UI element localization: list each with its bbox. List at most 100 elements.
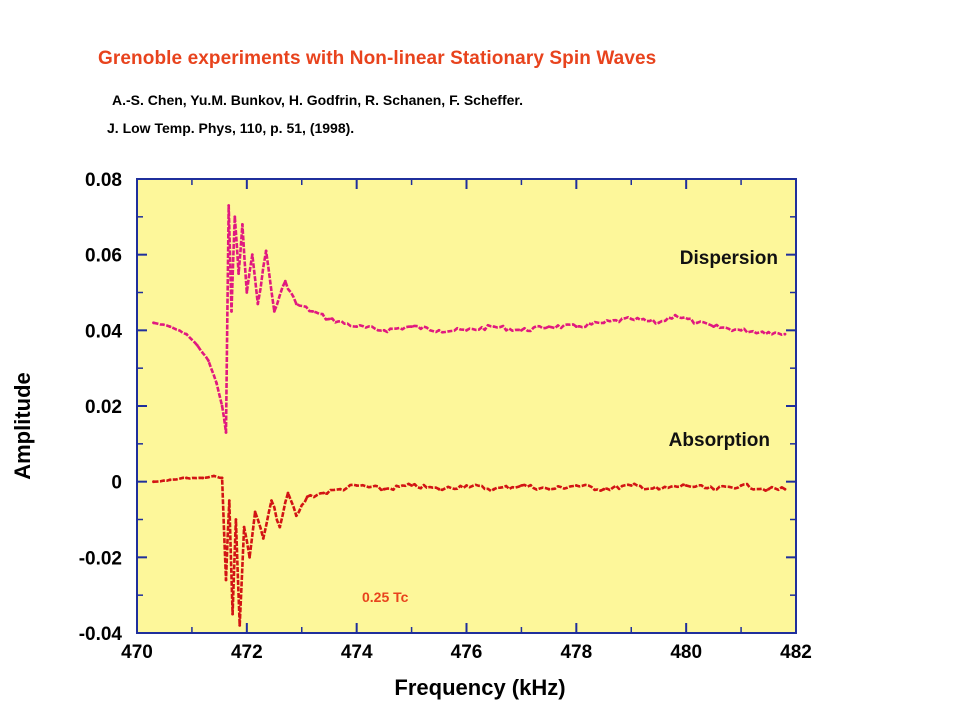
data-point — [272, 310, 276, 313]
data-point — [410, 325, 413, 328]
y-tick-label: 0.04 — [85, 321, 122, 342]
data-point — [327, 317, 331, 321]
data-point — [657, 321, 661, 325]
data-point — [234, 518, 238, 521]
data-point — [492, 325, 496, 328]
data-point — [355, 484, 359, 487]
y-axis-title: Amplitude — [10, 372, 35, 480]
data-point — [237, 272, 241, 275]
series-label: Absorption — [669, 430, 770, 451]
data-point — [215, 381, 219, 385]
data-point — [338, 487, 342, 491]
data-point — [224, 578, 228, 582]
data-point — [233, 215, 237, 219]
slide-title: Grenoble experiments with Non-linear Sta… — [98, 48, 657, 69]
x-tick-label: 480 — [670, 642, 702, 663]
data-point — [261, 537, 265, 540]
data-point — [256, 302, 260, 306]
data-point — [201, 476, 205, 480]
data-point — [196, 344, 199, 347]
data-point — [547, 325, 551, 328]
data-point — [355, 325, 359, 328]
data-point — [168, 478, 172, 482]
data-point — [629, 317, 633, 321]
y-tick-label: -0.04 — [79, 624, 123, 645]
series-dispersion — [152, 204, 787, 434]
data-point — [227, 204, 231, 207]
tick-layer — [136, 178, 797, 634]
plot-area — [136, 178, 797, 634]
data-point — [520, 484, 523, 487]
series-absorption — [152, 474, 787, 627]
data-point — [767, 330, 770, 334]
data-point — [712, 325, 715, 328]
data-point — [294, 302, 298, 306]
data-point — [230, 310, 233, 313]
data-point — [248, 555, 252, 559]
data-point — [207, 359, 210, 362]
x-tick-label: 470 — [121, 642, 153, 663]
data-point — [231, 612, 235, 616]
data-point — [574, 325, 578, 328]
data-point — [294, 514, 298, 518]
series-line — [153, 474, 786, 627]
x-tick-label: 478 — [560, 642, 592, 663]
data-point — [305, 495, 309, 499]
data-point — [783, 332, 787, 336]
data-point — [152, 480, 155, 484]
y-tick-label: 0 — [111, 473, 122, 494]
x-tick-label: 474 — [341, 642, 373, 663]
data-point — [270, 499, 273, 502]
data-point — [286, 491, 290, 495]
data-point — [245, 291, 249, 294]
data-point — [783, 487, 787, 491]
data-point — [492, 487, 496, 491]
series-layer — [152, 204, 787, 627]
y-tick-label: -0.02 — [79, 548, 122, 569]
data-point — [253, 510, 257, 514]
data-point — [311, 310, 315, 313]
data-point — [602, 487, 606, 491]
data-point — [547, 487, 551, 491]
y-tick-label: 0.06 — [85, 246, 122, 267]
data-point — [520, 328, 523, 332]
temperature-annotation: 0.25 Tc — [362, 589, 409, 605]
data-point — [695, 321, 699, 325]
data-point — [264, 249, 268, 253]
data-point — [739, 484, 743, 487]
data-point — [278, 525, 282, 529]
data-point — [238, 624, 242, 627]
data-point — [574, 484, 578, 487]
data-point — [657, 487, 661, 491]
data-point — [168, 325, 172, 328]
data-point — [684, 484, 688, 487]
x-tick-label: 472 — [231, 642, 263, 663]
x-axis-title: Frequency (kHz) — [394, 675, 565, 700]
x-tick-label: 476 — [451, 642, 483, 663]
data-point — [382, 487, 386, 491]
data-point — [410, 484, 413, 487]
data-point — [673, 313, 677, 317]
y-tick-label: 0.08 — [85, 170, 122, 191]
data-point — [465, 328, 468, 332]
data-point — [629, 484, 633, 487]
data-point — [220, 404, 224, 408]
data-point — [602, 321, 606, 325]
data-point — [224, 431, 228, 434]
data-point — [241, 223, 244, 226]
data-point — [712, 487, 715, 491]
data-point — [242, 525, 246, 529]
x-tick-label: 482 — [780, 642, 812, 663]
author-list: A.-S. Chen, Yu.M. Bunkov, H. Godfrin, R.… — [112, 92, 523, 108]
data-point — [739, 328, 743, 332]
data-point — [322, 491, 326, 495]
data-point — [437, 487, 441, 491]
y-tick-label: 0.02 — [85, 397, 122, 418]
data-point — [185, 332, 188, 336]
data-point — [465, 484, 468, 487]
data-point — [382, 328, 386, 332]
series-line — [153, 204, 786, 434]
series-label: Dispersion — [680, 248, 778, 269]
